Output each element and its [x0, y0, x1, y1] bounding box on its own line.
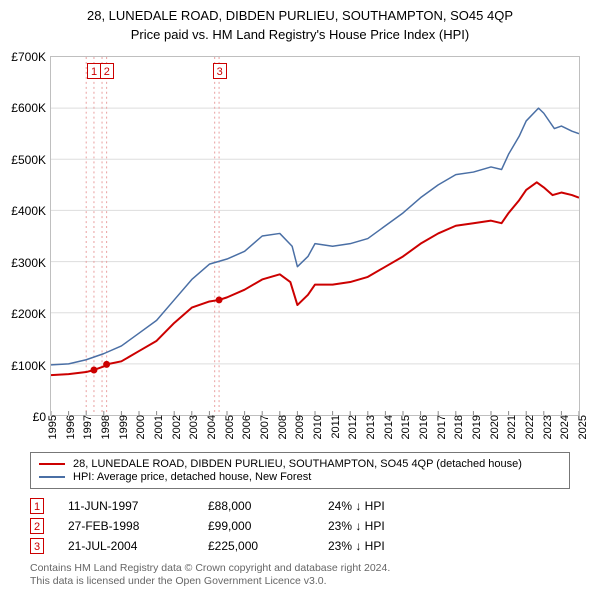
chart-plot-area: £0£100K£200K£300K£400K£500K£600K£700K199… [50, 56, 580, 416]
y-tick-label: £300K [11, 256, 51, 270]
series-hpi [51, 108, 579, 365]
footer-line1: Contains HM Land Registry data © Crown c… [30, 562, 590, 575]
x-tick-label: 2006 [237, 415, 253, 439]
sales-row: 2 27-FEB-1998£99,00023% ↓ HPI [30, 518, 570, 534]
x-tick-label: 2025 [573, 415, 589, 439]
x-tick-label: 1998 [96, 415, 112, 439]
legend-swatch [39, 476, 65, 478]
titles: 28, LUNEDALE ROAD, DIBDEN PURLIEU, SOUTH… [0, 0, 600, 42]
sales-row-price: £225,000 [208, 539, 328, 553]
x-tick-label: 2015 [396, 415, 412, 439]
x-tick-label: 1996 [61, 415, 77, 439]
y-tick-label: £400K [11, 204, 51, 218]
sales-row-diff: 23% ↓ HPI [328, 519, 448, 533]
legend-row: 28, LUNEDALE ROAD, DIBDEN PURLIEU, SOUTH… [39, 458, 561, 470]
y-tick-label: £700K [11, 50, 51, 64]
x-tick-label: 2016 [414, 415, 430, 439]
x-tick-label: 2007 [255, 415, 271, 439]
sales-row: 3 21-JUL-2004£225,00023% ↓ HPI [30, 538, 570, 554]
sales-row-price: £99,000 [208, 519, 328, 533]
x-tick-label: 2011 [326, 415, 342, 439]
x-tick-label: 2017 [432, 415, 448, 439]
x-tick-label: 2005 [220, 415, 236, 439]
sales-list: 1 11-JUN-1997£88,00024% ↓ HPI 2 27-FEB-1998… [30, 494, 570, 558]
sales-row: 1 11-JUN-1997£88,00024% ↓ HPI [30, 498, 570, 514]
x-tick-label: 2002 [167, 415, 183, 439]
x-tick-label: 2012 [343, 415, 359, 439]
sales-row-diff: 23% ↓ HPI [328, 539, 448, 553]
x-tick-label: 1999 [114, 415, 130, 439]
x-tick-label: 2018 [449, 415, 465, 439]
legend-label: 28, LUNEDALE ROAD, DIBDEN PURLIEU, SOUTH… [73, 458, 522, 470]
y-tick-label: £100K [11, 359, 51, 373]
x-tick-label: 2008 [273, 415, 289, 439]
y-tick-label: £500K [11, 153, 51, 167]
title-line1: 28, LUNEDALE ROAD, DIBDEN PURLIEU, SOUTH… [0, 8, 600, 23]
y-tick-label: £200K [11, 307, 51, 321]
x-tick-label: 2019 [467, 415, 483, 439]
title-line2: Price paid vs. HM Land Registry's House … [0, 27, 600, 42]
sales-row-date: 11-JUN-1997 [68, 499, 208, 513]
x-tick-label: 2000 [131, 415, 147, 439]
sales-row-marker: 3 [30, 538, 44, 554]
footer-line2: This data is licensed under the Open Gov… [30, 575, 590, 588]
x-tick-label: 2014 [379, 415, 395, 439]
legend-swatch [39, 463, 65, 465]
legend-label: HPI: Average price, detached house, New … [73, 471, 311, 483]
legend: 28, LUNEDALE ROAD, DIBDEN PURLIEU, SOUTH… [30, 452, 570, 489]
sale-marker-box: 3 [213, 63, 227, 79]
sale-point-dot [90, 367, 97, 374]
x-tick-label: 1995 [43, 415, 59, 439]
sales-row-date: 21-JUL-2004 [68, 539, 208, 553]
y-tick-label: £600K [11, 101, 51, 115]
x-tick-label: 2020 [485, 415, 501, 439]
series-price_paid [51, 182, 579, 375]
sale-point-dot [103, 361, 110, 368]
x-tick-label: 2003 [184, 415, 200, 439]
sale-marker-box: 2 [100, 63, 114, 79]
footer: Contains HM Land Registry data © Crown c… [30, 562, 590, 588]
sales-row-date: 27-FEB-1998 [68, 519, 208, 533]
sale-point-dot [216, 296, 223, 303]
x-tick-label: 2004 [202, 415, 218, 439]
x-tick-label: 2001 [149, 415, 165, 439]
x-tick-label: 2010 [308, 415, 324, 439]
chart-svg [51, 57, 579, 415]
sales-row-marker: 1 [30, 498, 44, 514]
chart-container: 28, LUNEDALE ROAD, DIBDEN PURLIEU, SOUTH… [0, 0, 600, 590]
sales-row-price: £88,000 [208, 499, 328, 513]
x-tick-label: 2022 [520, 415, 536, 439]
x-tick-label: 2013 [361, 415, 377, 439]
x-tick-label: 2023 [538, 415, 554, 439]
x-tick-label: 2021 [502, 415, 518, 439]
x-tick-label: 2024 [555, 415, 571, 439]
sales-row-diff: 24% ↓ HPI [328, 499, 448, 513]
x-tick-label: 1997 [78, 415, 94, 439]
x-tick-label: 2009 [290, 415, 306, 439]
legend-row: HPI: Average price, detached house, New … [39, 471, 561, 483]
sales-row-marker: 2 [30, 518, 44, 534]
